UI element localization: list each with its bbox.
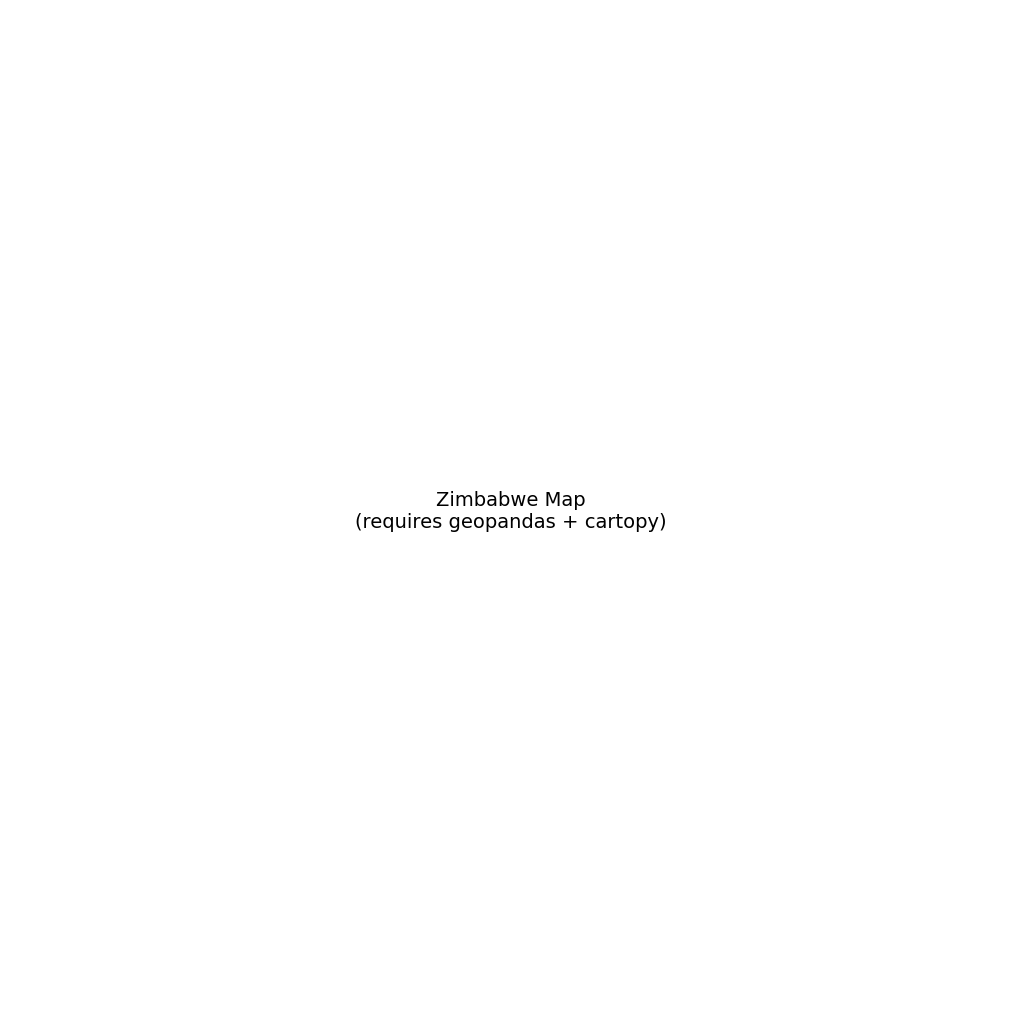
Text: Zimbabwe Map
(requires geopandas + cartopy): Zimbabwe Map (requires geopandas + carto…	[356, 492, 666, 532]
